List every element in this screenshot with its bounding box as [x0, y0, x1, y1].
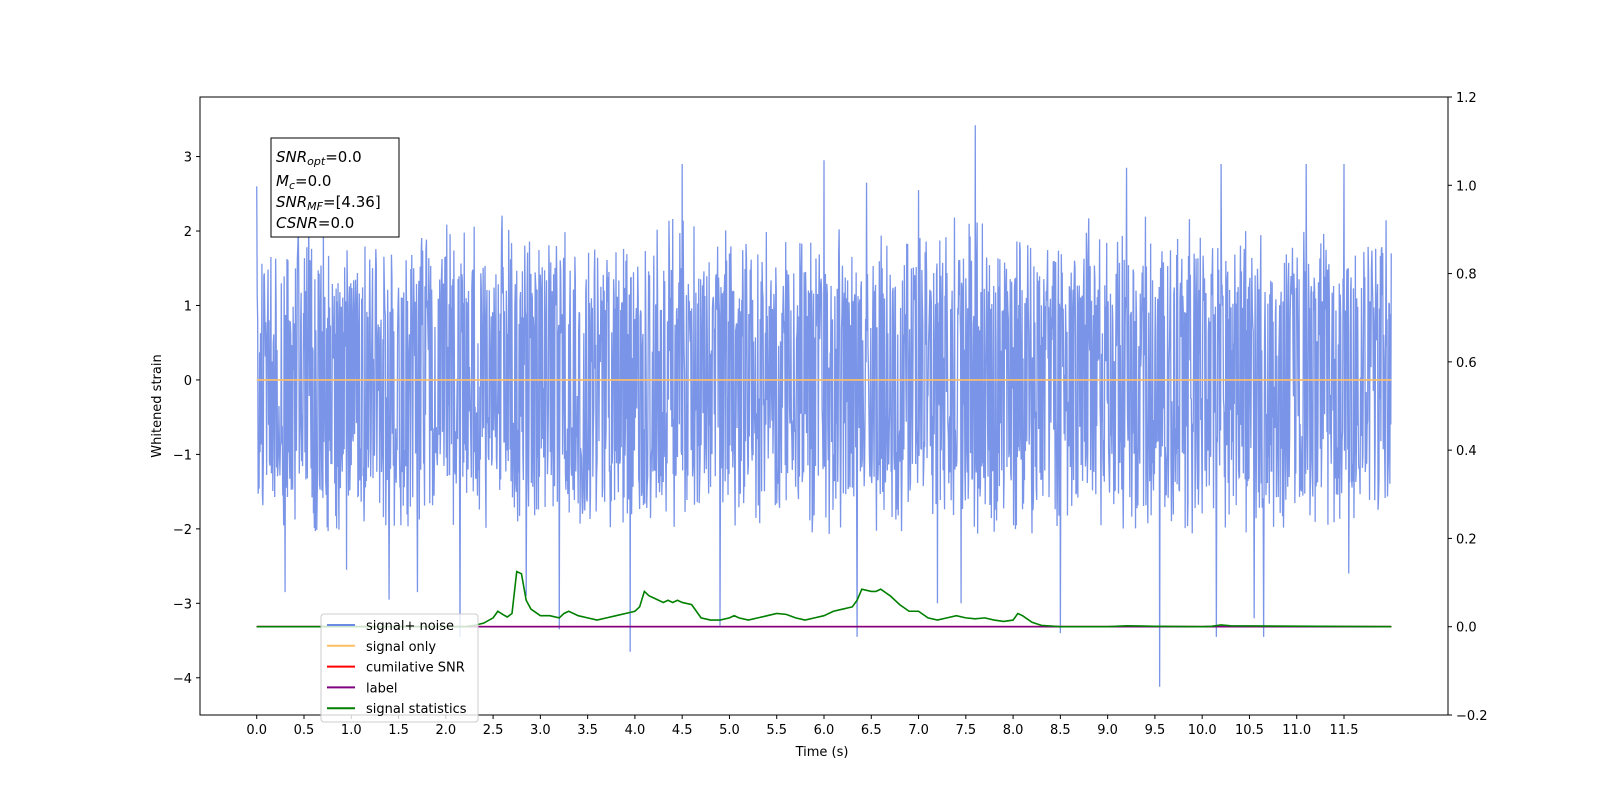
x-tick-label: 4.5 [672, 723, 693, 738]
legend-entry-label: signal+ noise [366, 619, 454, 634]
y-axis-right-ticks: 1.2 1.0 0.8 0.6 0.4 0.2 0.0 −0.2 [1448, 91, 1488, 724]
y-left-tick-label: 0 [184, 374, 192, 389]
x-tick-label: 4.0 [625, 723, 646, 738]
annotation-snr-opt: SNRopt=0.0 [276, 148, 362, 168]
y-right-tick-label: 0.2 [1456, 532, 1477, 547]
x-tick-label: 3.5 [577, 723, 598, 738]
x-tick-label: 5.5 [766, 723, 787, 738]
x-axis-label: Time (s) [795, 745, 849, 760]
y-left-tick-label: −1 [173, 448, 192, 463]
x-tick-label: 1.0 [341, 723, 362, 738]
y-axis-label: Whitened strain [150, 354, 165, 457]
legend-entry-label: signal statistics [366, 702, 467, 717]
legend-frame [320, 613, 479, 723]
y-left-tick-label: −3 [173, 597, 192, 612]
x-tick-label: 6.5 [861, 723, 882, 738]
x-tick-label: 7.5 [955, 723, 976, 738]
y-right-tick-label: 0.4 [1456, 444, 1477, 459]
series-signal-statistics [256, 570, 1392, 628]
series-signal-plus-noise [256, 125, 1392, 687]
x-tick-label: 8.0 [1003, 723, 1024, 738]
legend-entry-label: label [366, 681, 397, 696]
y-right-tick-label: 0.6 [1456, 356, 1477, 371]
y-left-tick-label: 3 [184, 151, 192, 166]
x-tick-label: 7.0 [908, 723, 929, 738]
x-tick-label: 9.0 [1097, 723, 1118, 738]
x-tick-label: 0.5 [294, 723, 315, 738]
y-left-tick-label: 1 [184, 299, 192, 314]
y-right-tick-label: −0.2 [1456, 709, 1488, 724]
x-tick-label: 11.5 [1330, 723, 1359, 738]
annotation-mc: Mc=0.0 [276, 172, 331, 192]
y-right-tick-label: 0.8 [1456, 268, 1477, 283]
x-tick-label: 3.0 [530, 723, 551, 738]
y-left-tick-label: −4 [173, 672, 192, 687]
y-left-tick-label: 2 [184, 225, 192, 240]
x-tick-label: 11.0 [1282, 723, 1311, 738]
x-tick-label: 8.5 [1050, 723, 1071, 738]
y-axis-left-ticks: 3 2 1 0 −1 −2 −3 −4 [173, 151, 200, 687]
annotation-snr-mf: SNRMF=[4.36] [276, 193, 381, 213]
legend-entry-label: cumilative SNR [366, 661, 465, 676]
x-tick-label: 1.5 [388, 723, 409, 738]
x-axis-ticks: 0.0 0.5 1.0 1.5 2.0 2.5 3.0 3.5 4.0 4.5 5.0 5.5 6.0 6… [246, 715, 1358, 738]
annotation-csnr: CSNR=0.0 [276, 214, 354, 232]
x-tick-label: 10.0 [1188, 723, 1217, 738]
x-tick-label: 5.0 [719, 723, 740, 738]
x-tick-label: 0.0 [246, 723, 267, 738]
x-tick-label: 2.5 [483, 723, 504, 738]
metrics-annotation-box: SNRopt=0.0 Mc=0.0 SNRMF=[4.36] CSNR=0.0 [270, 137, 400, 238]
legend: signal+ noise signal only cumilative SNR la… [320, 613, 479, 723]
legend-entry-label: signal only [366, 640, 436, 655]
y-right-tick-label: 1.0 [1456, 179, 1477, 194]
x-tick-label: 2.0 [435, 723, 456, 738]
x-tick-label: 10.5 [1235, 723, 1264, 738]
y-left-tick-label: −2 [173, 523, 192, 538]
x-tick-label: 6.0 [814, 723, 835, 738]
annotation-frame [270, 137, 400, 238]
y-right-tick-label: 1.2 [1456, 91, 1477, 106]
y-right-tick-label: 0.0 [1456, 621, 1477, 636]
x-tick-label: 9.5 [1145, 723, 1166, 738]
